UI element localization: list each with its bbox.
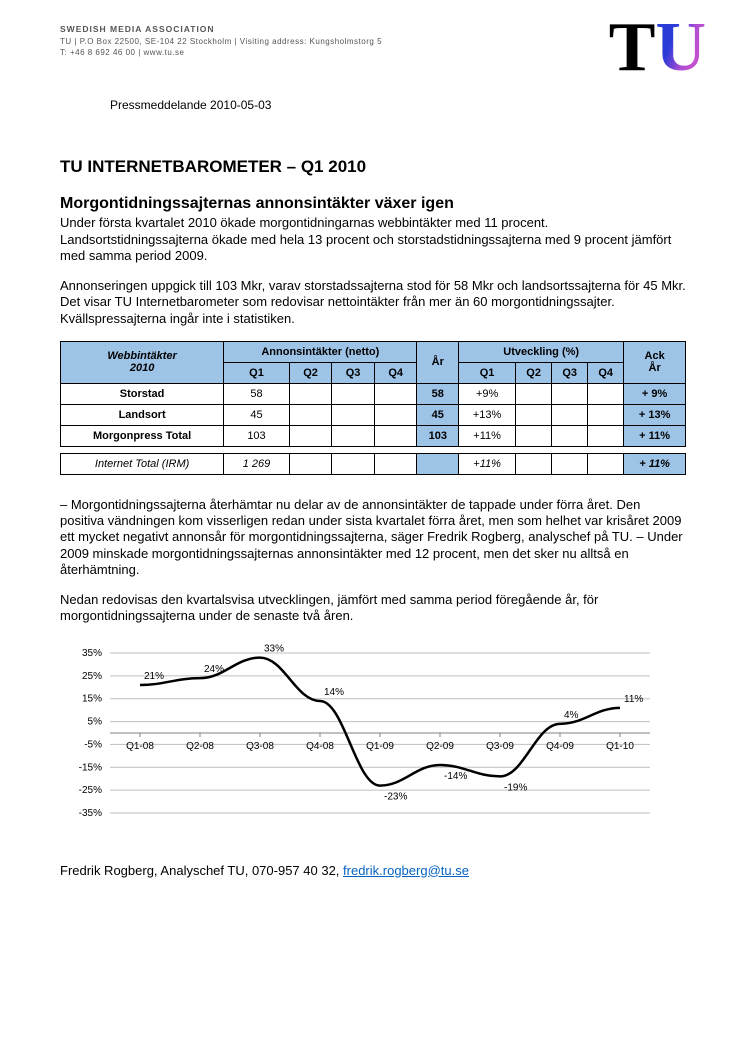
svg-text:-19%: -19%: [504, 782, 527, 793]
svg-text:14%: 14%: [324, 687, 344, 698]
contact-text: Fredrik Rogberg, Analyschef TU, 070-957 …: [60, 863, 343, 878]
org-name: SWEDISH MEDIA ASSOCIATION: [60, 24, 686, 36]
contact-email-link[interactable]: fredrik.rogberg@tu.se: [343, 863, 469, 878]
svg-text:15%: 15%: [82, 693, 102, 704]
svg-text:Q3-08: Q3-08: [246, 741, 274, 752]
table-row: Landsort 45 45 +13% + 13%: [61, 404, 686, 425]
table-row: Morgonpress Total 103 103 +11% + 11%: [61, 425, 686, 446]
svg-text:-35%: -35%: [79, 808, 102, 819]
col-q1a: Q1: [224, 362, 290, 383]
svg-text:24%: 24%: [204, 664, 224, 675]
svg-text:5%: 5%: [88, 716, 103, 727]
tu-logo: TU: [609, 20, 706, 76]
svg-text:Q4-08: Q4-08: [306, 741, 334, 752]
col-q4b: Q4: [588, 362, 624, 383]
svg-text:-14%: -14%: [444, 771, 467, 782]
col-q1b: Q1: [459, 362, 516, 383]
subtitle: Morgontidningssajternas annonsintäkter v…: [60, 195, 686, 213]
table-group-development: Utveckling (%): [459, 341, 624, 362]
logo-u: U: [655, 9, 706, 86]
paragraph-4: Nedan redovisas den kvartalsvisa utveckl…: [60, 592, 686, 625]
svg-text:Q2-08: Q2-08: [186, 741, 214, 752]
svg-text:Q1-10: Q1-10: [606, 741, 634, 752]
svg-text:-23%: -23%: [384, 791, 407, 802]
svg-text:4%: 4%: [564, 709, 579, 720]
col-q3b: Q3: [552, 362, 588, 383]
table-header-title: Webbintäkter 2010: [61, 341, 224, 383]
col-q3a: Q3: [332, 362, 375, 383]
address-line-1: TU | P.O Box 22500, SE-104 22 Stockholm …: [60, 36, 686, 47]
svg-text:33%: 33%: [264, 643, 284, 654]
address-line-2: T: +46 8 692 46 00 | www.tu.se: [60, 47, 686, 58]
press-release-date: Pressmeddelande 2010-05-03: [110, 98, 686, 112]
col-q2a: Q2: [289, 362, 332, 383]
table-col-ack: Ack År: [624, 341, 686, 383]
svg-text:Q2-09: Q2-09: [426, 741, 454, 752]
svg-text:Q1-08: Q1-08: [126, 741, 154, 752]
trend-chart: -35% -25% -15% -5% 5% 15% 25% 35% Q1-08 Q2-08 Q3-0…: [60, 643, 686, 843]
table-row-irm: Internet Total (IRM) 1 269 +11% + 11%: [61, 453, 686, 474]
svg-text:21%: 21%: [144, 671, 164, 682]
page-title: TU INTERNETBAROMETER – Q1 2010: [60, 157, 686, 177]
col-q2b: Q2: [516, 362, 552, 383]
svg-text:11%: 11%: [624, 693, 643, 704]
svg-text:-15%: -15%: [79, 762, 102, 773]
logo-t: T: [609, 9, 656, 86]
svg-text:Q1-09: Q1-09: [366, 741, 394, 752]
letterhead: SWEDISH MEDIA ASSOCIATION TU | P.O Box 2…: [60, 24, 686, 58]
paragraph-3: – Morgontidningssajterna återhämtar nu d…: [60, 497, 686, 578]
paragraph-1: Under första kvartalet 2010 ökade morgon…: [60, 215, 686, 264]
revenue-table: Webbintäkter 2010 Annonsintäkter (netto)…: [60, 341, 686, 475]
table-row: Storstad 58 58 +9% + 9%: [61, 383, 686, 404]
svg-text:Q3-09: Q3-09: [486, 741, 514, 752]
table-col-year: År: [417, 341, 459, 383]
svg-text:Q4-09: Q4-09: [546, 741, 574, 752]
paragraph-2: Annonseringen uppgick till 103 Mkr, vara…: [60, 278, 686, 327]
contact-line: Fredrik Rogberg, Analyschef TU, 070-957 …: [60, 863, 686, 878]
svg-text:35%: 35%: [82, 648, 102, 659]
svg-text:-5%: -5%: [84, 739, 102, 750]
table-group-revenue: Annonsintäkter (netto): [224, 341, 417, 362]
svg-text:-25%: -25%: [79, 785, 102, 796]
col-q4a: Q4: [374, 362, 417, 383]
svg-text:25%: 25%: [82, 670, 102, 681]
